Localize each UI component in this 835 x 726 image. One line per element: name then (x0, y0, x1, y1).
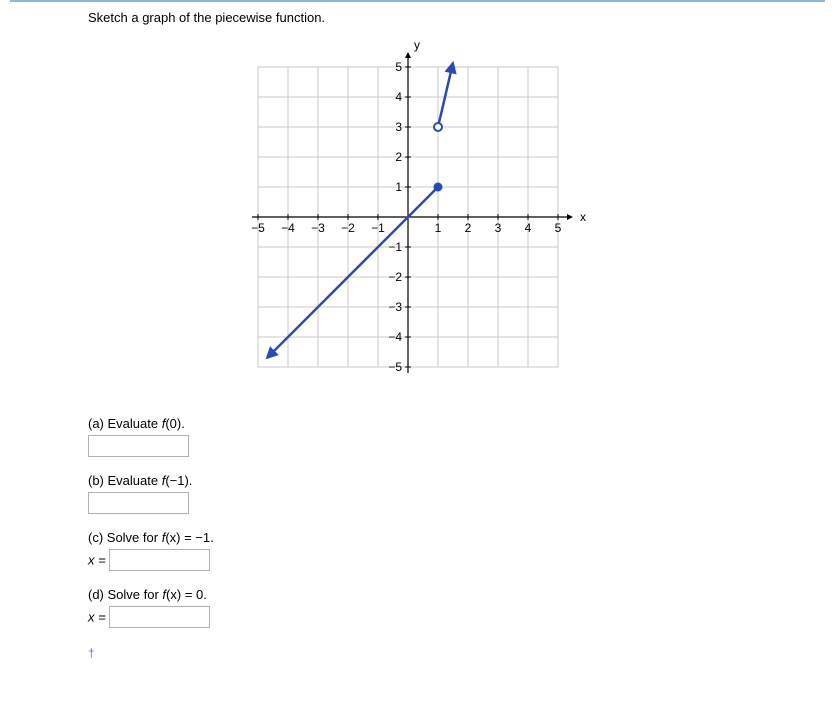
svg-text:−2: −2 (341, 221, 355, 235)
svg-text:5: 5 (395, 60, 402, 74)
svg-text:4: 4 (395, 90, 402, 104)
qc-prefix: (c) Solve for (88, 530, 162, 545)
answer-input-b[interactable] (88, 492, 189, 514)
question-a-label: (a) Evaluate f(0). (88, 416, 185, 431)
svg-text:5: 5 (555, 221, 562, 235)
svg-text:3: 3 (495, 221, 502, 235)
question-a: (a) Evaluate f(0). (88, 416, 835, 457)
svg-text:−2: −2 (388, 270, 402, 284)
qb-prefix: (b) Evaluate (88, 473, 162, 488)
svg-text:−3: −3 (311, 221, 325, 235)
question-b: (b) Evaluate f(−1). (88, 473, 835, 514)
qd-expr: (x) = 0. (166, 587, 207, 602)
qc-var: x = (88, 553, 106, 568)
svg-text:2: 2 (395, 150, 402, 164)
svg-text:−5: −5 (251, 221, 265, 235)
svg-text:−5: −5 (388, 360, 402, 374)
svg-text:3: 3 (395, 120, 402, 134)
svg-text:1: 1 (435, 221, 442, 235)
question-b-label: (b) Evaluate f(−1). (88, 473, 192, 488)
svg-text:y: y (414, 38, 420, 52)
svg-text:1: 1 (395, 180, 402, 194)
svg-text:−4: −4 (281, 221, 295, 235)
qa-prefix: (a) Evaluate (88, 416, 162, 431)
prompt-text: Sketch a graph of the piecewise function… (88, 10, 835, 25)
svg-text:x: x (580, 210, 586, 224)
answer-input-a[interactable] (88, 435, 189, 457)
svg-text:−4: −4 (388, 330, 402, 344)
content-area: Sketch a graph of the piecewise function… (0, 2, 835, 660)
question-d: (d) Solve for f(x) = 0. x = (88, 587, 835, 628)
svg-text:−1: −1 (371, 221, 385, 235)
graph-container: −5 −4 −3 −2 −1 1 2 3 4 5 −5 −4 −3 −2 −1 1 2 3 4 5 x y (198, 37, 835, 400)
svg-text:2: 2 (465, 221, 472, 235)
question-c: (c) Solve for f(x) = −1. x = (88, 530, 835, 571)
svg-text:−3: −3 (388, 300, 402, 314)
answer-input-c[interactable] (109, 549, 210, 571)
svg-text:−1: −1 (388, 240, 402, 254)
footnote-dagger: † (88, 646, 835, 660)
qa-arg: (0). (165, 416, 185, 431)
svg-text:4: 4 (525, 221, 532, 235)
qc-expr: (x) = −1. (165, 530, 213, 545)
question-d-label: (d) Solve for f(x) = 0. (88, 587, 207, 602)
answer-input-d[interactable] (109, 606, 210, 628)
piecewise-graph: −5 −4 −3 −2 −1 1 2 3 4 5 −5 −4 −3 −2 −1 1 2 3 4 5 x y (198, 37, 618, 397)
question-c-label: (c) Solve for f(x) = −1. (88, 530, 214, 545)
qd-prefix: (d) Solve for (88, 587, 162, 602)
page: Sketch a graph of the piecewise function… (0, 0, 835, 660)
qd-var: x = (88, 610, 106, 625)
qb-arg: (−1). (165, 473, 192, 488)
